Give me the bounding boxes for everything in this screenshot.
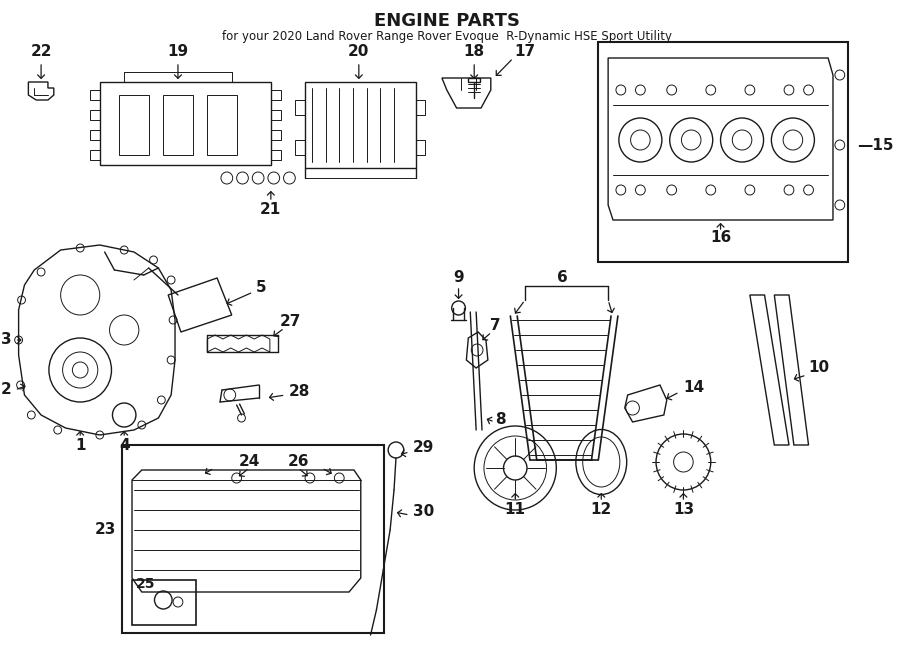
Text: ENGINE PARTS: ENGINE PARTS bbox=[374, 12, 520, 30]
Text: 17: 17 bbox=[515, 44, 536, 59]
Text: 1: 1 bbox=[75, 438, 86, 453]
Bar bbox=[598, 42, 848, 262]
Text: 19: 19 bbox=[167, 44, 188, 59]
Text: 23: 23 bbox=[95, 522, 116, 537]
Text: 22: 22 bbox=[31, 44, 52, 59]
Text: 6: 6 bbox=[557, 270, 568, 286]
Text: 3: 3 bbox=[1, 332, 12, 348]
Text: 24: 24 bbox=[238, 455, 260, 469]
Text: 28: 28 bbox=[288, 385, 310, 399]
Text: 4: 4 bbox=[119, 438, 130, 453]
Text: 9: 9 bbox=[454, 270, 464, 286]
Text: 14: 14 bbox=[683, 381, 705, 395]
Text: 8: 8 bbox=[495, 412, 506, 428]
Text: 26: 26 bbox=[287, 455, 309, 469]
Text: 10: 10 bbox=[808, 360, 830, 375]
Text: 13: 13 bbox=[673, 502, 694, 518]
Text: 20: 20 bbox=[348, 44, 370, 59]
Text: 30: 30 bbox=[412, 504, 434, 520]
Text: 16: 16 bbox=[710, 231, 731, 245]
Text: 12: 12 bbox=[590, 502, 612, 518]
Text: 27: 27 bbox=[280, 315, 302, 329]
Text: for your 2020 Land Rover Range Rover Evoque  R-Dynamic HSE Sport Utility: for your 2020 Land Rover Range Rover Evo… bbox=[221, 30, 671, 43]
Text: 25: 25 bbox=[136, 577, 156, 591]
Text: 2: 2 bbox=[1, 383, 12, 397]
Text: 5: 5 bbox=[256, 280, 266, 295]
Text: 7: 7 bbox=[491, 317, 501, 332]
Text: 18: 18 bbox=[464, 44, 485, 59]
Text: —15: —15 bbox=[858, 137, 894, 153]
Text: 29: 29 bbox=[412, 440, 434, 455]
Bar bbox=[122, 445, 384, 633]
Text: 11: 11 bbox=[505, 502, 526, 518]
Bar bbox=[132, 580, 195, 625]
Text: 21: 21 bbox=[260, 202, 282, 217]
